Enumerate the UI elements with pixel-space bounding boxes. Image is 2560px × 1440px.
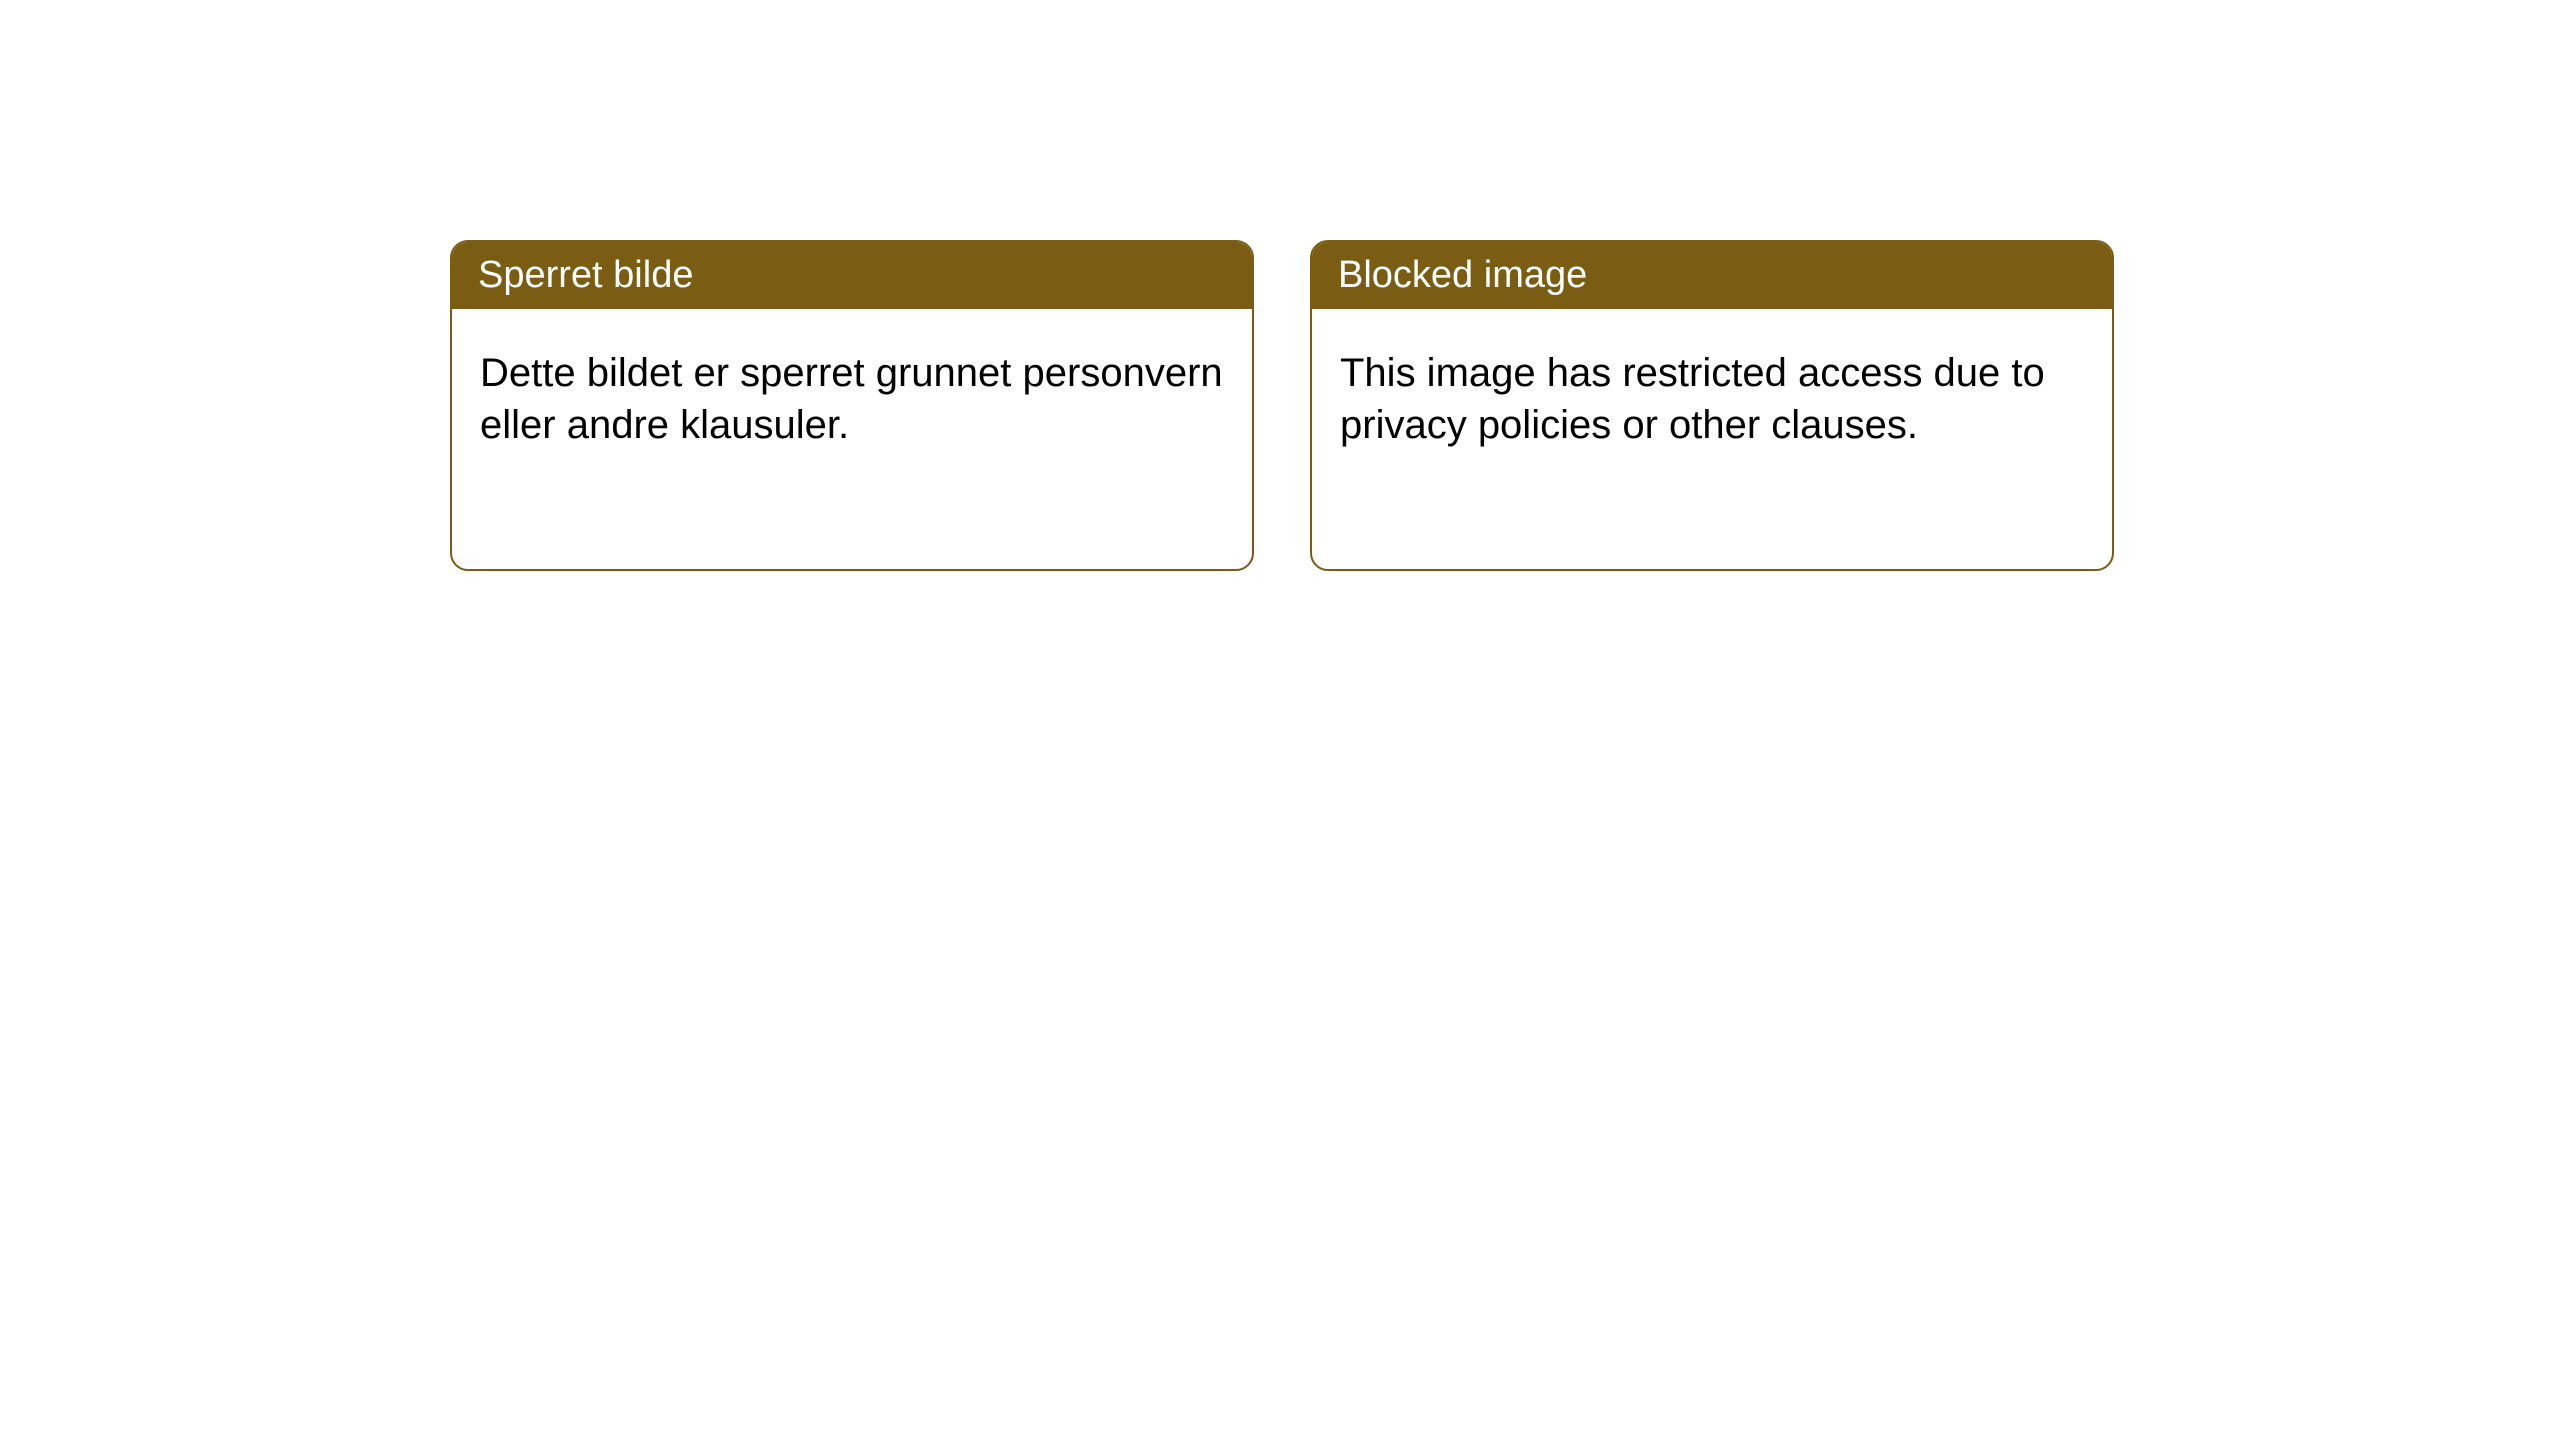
card-body-text: Dette bildet er sperret grunnet personve… [480,347,1224,451]
card-header: Sperret bilde [452,242,1252,309]
blocked-image-card-english: Blocked image This image has restricted … [1310,240,2114,571]
card-body: Dette bildet er sperret grunnet personve… [452,309,1252,569]
blocked-image-cards-container: Sperret bilde Dette bildet er sperret gr… [450,240,2114,571]
blocked-image-card-norwegian: Sperret bilde Dette bildet er sperret gr… [450,240,1254,571]
card-body-text: This image has restricted access due to … [1340,347,2084,451]
card-body: This image has restricted access due to … [1312,309,2112,569]
card-title: Sperret bilde [478,254,693,296]
card-header: Blocked image [1312,242,2112,309]
card-title: Blocked image [1338,254,1587,296]
